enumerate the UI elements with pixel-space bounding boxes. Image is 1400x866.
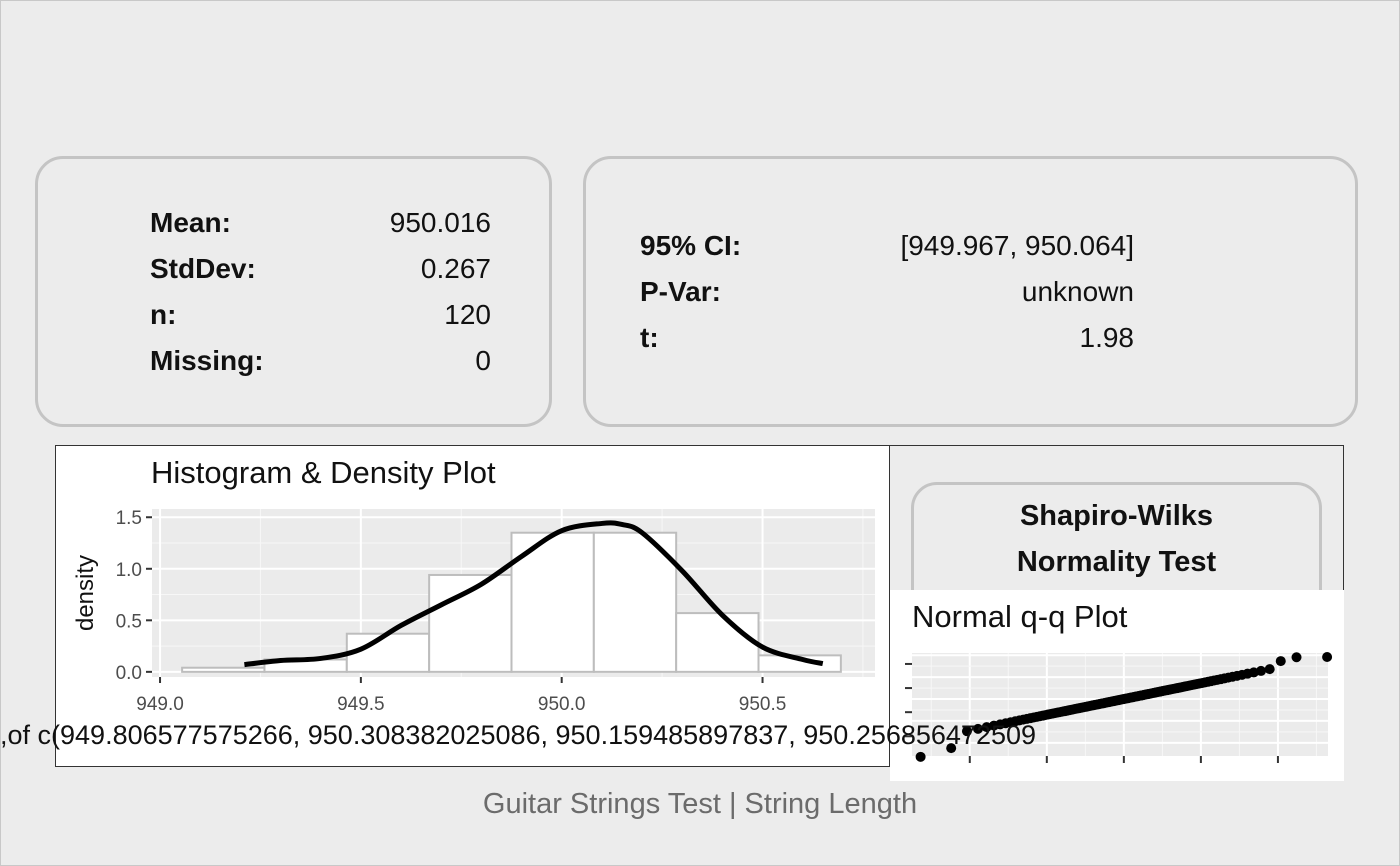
stat-label: StdDev:: [150, 253, 256, 284]
stat-label: t:: [640, 322, 659, 353]
y-tick-label: 0.0: [116, 663, 142, 684]
shapiro-title-line1: Shapiro-Wilks: [1019, 500, 1214, 532]
y-axis-label: density: [72, 555, 99, 631]
qq-point: [1275, 656, 1286, 667]
stat-value: unknown: [1021, 276, 1134, 307]
stat-value: 120: [444, 299, 491, 330]
stat-value: 0: [475, 345, 491, 376]
histogram-title: Histogram & Density Plot: [151, 455, 496, 490]
qq-point: [946, 743, 957, 754]
stat-label: Mean:: [150, 207, 231, 238]
histogram-bar: [592, 531, 678, 673]
summary-statistics-card: Mean: 950.016 StdDev: 0.267 n: 120 Missing: 0: [35, 156, 552, 427]
stat-row: Mean: 950.016: [150, 207, 491, 241]
footer-caption: Guitar Strings Test | String Length: [482, 788, 918, 820]
y-tick-label: 1.5: [116, 508, 142, 529]
x-tick-label: 949.5: [337, 694, 385, 715]
histogram-bar: [181, 666, 266, 673]
y-tick-label: 1.0: [116, 560, 142, 581]
histogram-bar: [675, 612, 760, 673]
x-tick-label: 950.0: [538, 694, 586, 715]
stat-value: 1.98: [1079, 322, 1135, 353]
stat-row: StdDev: 0.267: [150, 253, 491, 287]
qq-point: [961, 726, 972, 737]
stat-label: Missing:: [150, 345, 264, 376]
qq-title: Normal q-q Plot: [912, 599, 1128, 634]
x-tick-label: 949.0: [136, 694, 184, 715]
stat-value: 950.016: [389, 207, 491, 238]
density-curve: [244, 520, 824, 668]
stat-label: 95% CI:: [640, 230, 742, 261]
qq-point: [1322, 652, 1333, 662]
stat-value: 0.267: [420, 253, 491, 284]
stat-row: Missing: 0: [150, 345, 491, 379]
overflow-data-text: of c(949.806577575266, 950.308382025086,…: [0, 720, 1037, 750]
stat-value: [949.967, 950.064]: [900, 230, 1134, 261]
shapiro-title-line2: Normality Test: [1016, 546, 1217, 578]
stat-row: 95% CI: [949.967, 950.064]: [640, 230, 1134, 264]
stat-label: n:: [150, 299, 177, 330]
stat-row: t: 1.98: [640, 322, 1134, 356]
histogram-bar: [757, 654, 842, 673]
stat-row: n: 120: [150, 299, 491, 333]
histogram-bar: [345, 632, 431, 673]
qq-point: [1264, 664, 1275, 675]
y-tick-label: 0.5: [116, 611, 142, 632]
qq-point: [1291, 652, 1302, 663]
histogram-chart: 949.0 949.5 950.0 950.5 0.0 0.5 1.0 1.5 density: [72, 508, 875, 715]
t-test-card: 95% CI: [949.967, 950.064] P-Var: unknown t:…: [583, 156, 1358, 427]
qq-chart: [905, 652, 1333, 763]
x-tick-label: 950.5: [739, 694, 787, 715]
qq-point: [915, 751, 926, 762]
stat-label: P-Var:: [640, 276, 721, 307]
stat-row: P-Var: unknown: [640, 276, 1134, 310]
qq-point: [1256, 665, 1267, 676]
qq-point: [973, 723, 984, 734]
